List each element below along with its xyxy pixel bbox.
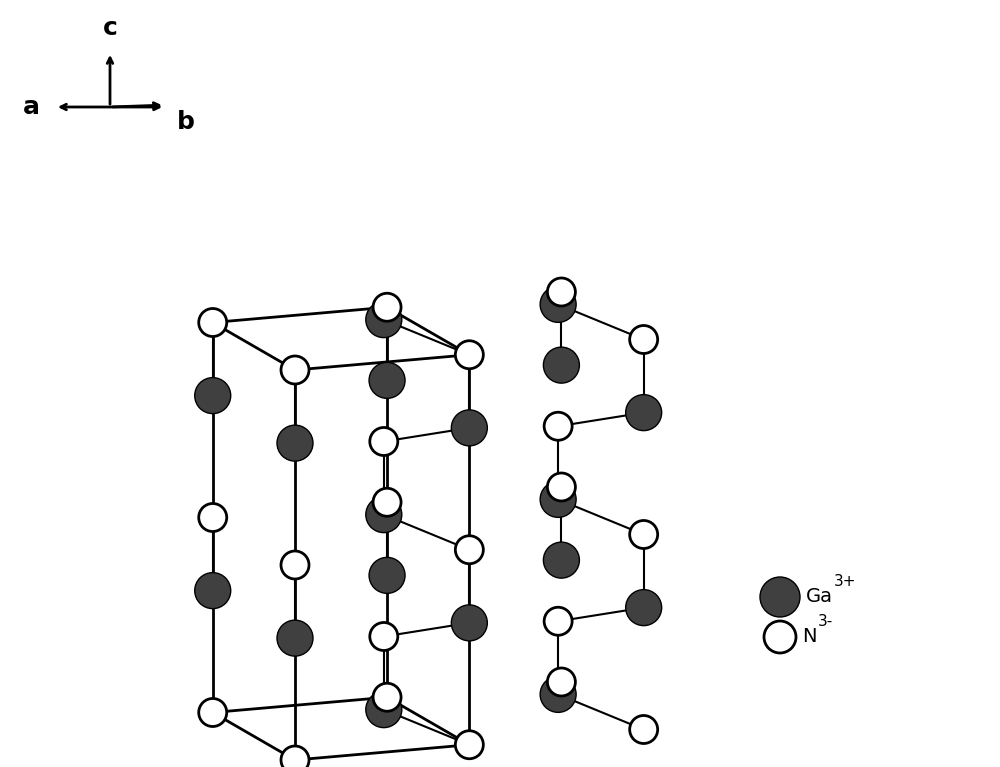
Circle shape (373, 683, 401, 711)
Circle shape (366, 692, 402, 728)
Circle shape (199, 308, 227, 337)
Circle shape (369, 362, 405, 398)
Circle shape (540, 482, 576, 518)
Circle shape (369, 558, 405, 594)
Circle shape (543, 542, 579, 578)
Circle shape (199, 699, 227, 726)
Circle shape (540, 286, 576, 322)
Text: b: b (177, 110, 195, 134)
Circle shape (544, 607, 572, 635)
Circle shape (373, 489, 401, 516)
Text: c: c (103, 16, 117, 40)
Text: 3+: 3+ (834, 574, 856, 589)
Text: a: a (23, 95, 40, 119)
Circle shape (455, 731, 483, 759)
Circle shape (451, 410, 487, 446)
Text: Ga: Ga (806, 588, 833, 607)
Text: 3-: 3- (818, 614, 833, 629)
Circle shape (199, 503, 227, 532)
Circle shape (370, 427, 398, 456)
Circle shape (630, 716, 658, 743)
Circle shape (630, 521, 658, 548)
Circle shape (281, 356, 309, 384)
Circle shape (277, 425, 313, 461)
Circle shape (630, 325, 658, 354)
Circle shape (366, 496, 402, 532)
Circle shape (281, 746, 309, 767)
Circle shape (547, 278, 575, 306)
Circle shape (626, 590, 662, 626)
Circle shape (760, 577, 800, 617)
Circle shape (370, 623, 398, 650)
Text: N: N (802, 627, 816, 647)
Circle shape (455, 341, 483, 369)
Circle shape (547, 668, 575, 696)
Circle shape (626, 394, 662, 430)
Circle shape (764, 621, 796, 653)
Circle shape (451, 605, 487, 641)
Circle shape (547, 473, 575, 501)
Circle shape (277, 621, 313, 656)
Circle shape (455, 535, 483, 564)
Circle shape (195, 377, 231, 413)
Circle shape (195, 573, 231, 609)
Circle shape (281, 551, 309, 579)
Circle shape (540, 676, 576, 713)
Circle shape (543, 347, 579, 384)
Circle shape (366, 301, 402, 337)
Circle shape (373, 293, 401, 321)
Circle shape (544, 412, 572, 440)
